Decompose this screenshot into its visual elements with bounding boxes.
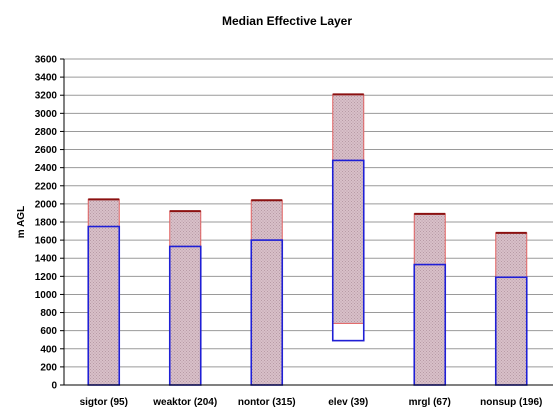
y-tick-label: 3600 (35, 55, 58, 66)
bar-lower-outline (331, 159, 365, 342)
x-tick-label: nontor (315) (238, 397, 296, 408)
bar-group (87, 198, 121, 386)
y-tick-label: 3000 (35, 109, 58, 120)
bar-group (494, 231, 528, 386)
gridlines (64, 58, 553, 368)
bar-upper-segment (495, 232, 528, 278)
x-axis-ticks: sigtor (95) weaktor (204) nontor (315) elev… (80, 397, 543, 408)
y-tick-label: 2400 (35, 163, 58, 174)
bar-upper-segment (413, 213, 446, 266)
y-tick-label: 2600 (35, 145, 58, 156)
bar-lower-segment (332, 160, 364, 341)
y-tick-label: 600 (40, 326, 57, 337)
bar-group (168, 210, 202, 386)
bar-upper-segment (169, 210, 202, 247)
bar-group (331, 93, 365, 342)
y-tick-label: 3200 (35, 91, 58, 102)
y-tick-label: 200 (40, 362, 57, 373)
y-tick-label: 2200 (35, 181, 58, 192)
y-tick-label: 400 (40, 344, 57, 355)
y-tick-label: 2800 (35, 127, 58, 138)
bar-lower-segment (169, 246, 201, 385)
y-tick-label: 1600 (35, 236, 58, 247)
bars (87, 93, 528, 386)
y-tick-label: 1800 (35, 218, 58, 229)
bar-lower-segment (495, 277, 527, 385)
y-tick-label: 1000 (35, 290, 58, 301)
y-tick-label: 1200 (35, 272, 58, 283)
bar-group (250, 199, 284, 386)
bar-lower-segment (88, 226, 120, 385)
bar-lower-segment (251, 240, 283, 385)
y-tick-label: 1400 (35, 254, 58, 265)
x-tick-label: nonsup (196) (480, 397, 542, 408)
x-tick-label: mrgl (67) (409, 397, 451, 408)
x-tick-label: weaktor (204) (152, 397, 217, 408)
y-tick-label: 2000 (35, 199, 58, 210)
chart-title: Median Effective Layer (222, 14, 352, 28)
axes (63, 59, 553, 386)
y-tick-label: 800 (40, 308, 57, 319)
bar-bottom-band (332, 322, 365, 342)
x-tick-label: elev (39) (328, 397, 368, 408)
y-tick-label: 0 (51, 381, 57, 392)
y-tick-label: 3400 (35, 73, 58, 84)
bar-upper-segment (332, 93, 365, 161)
bar-lower-segment (414, 264, 446, 385)
y-axis-ticks: 0 200 400 600 800 1000 1200 1400 1600 1800 2000 220… (35, 55, 64, 392)
x-tick-label: sigtor (95) (80, 397, 128, 408)
y-axis-label: m AGL (16, 206, 27, 238)
bar-upper-segment (250, 199, 283, 241)
bar-group (413, 212, 447, 386)
bar-upper-segment (87, 198, 120, 228)
